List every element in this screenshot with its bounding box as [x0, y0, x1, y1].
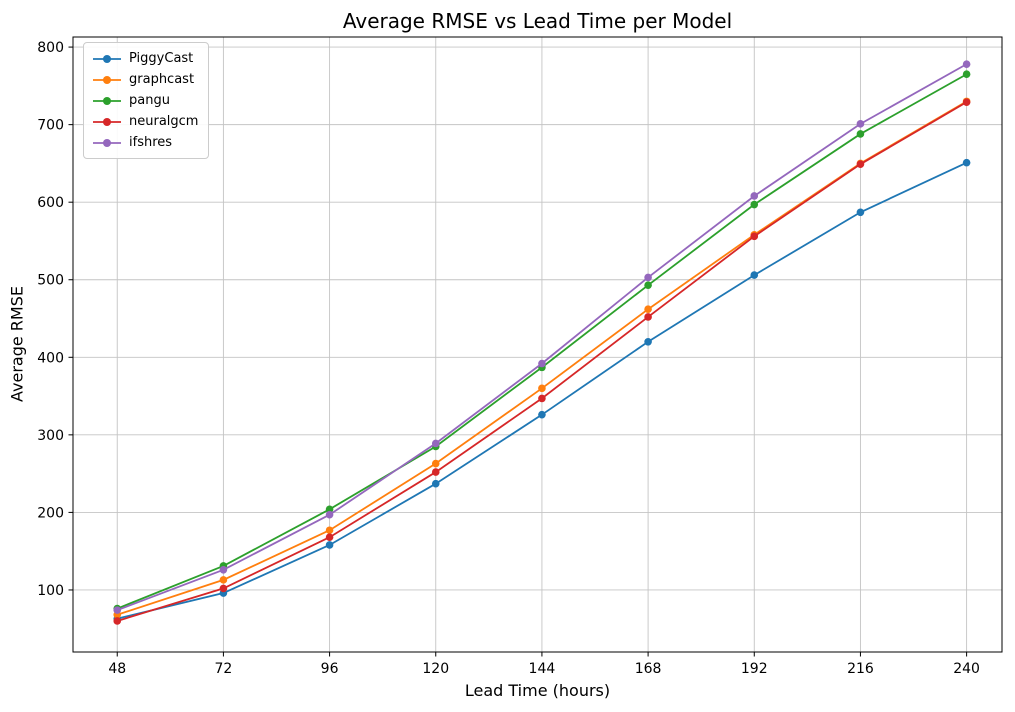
legend-label: ifshres — [129, 135, 173, 150]
data-point-PiggyCast — [538, 410, 546, 419]
data-point-ifshres — [325, 510, 334, 519]
legend-item-ifshres: ifshres — [92, 132, 198, 153]
data-point-PiggyCast — [856, 208, 865, 217]
legend-item-pangu: pangu — [92, 90, 198, 111]
data-point-ifshres — [644, 273, 652, 282]
chart-title: Average RMSE vs Lead Time per Model — [342, 9, 733, 33]
data-point-pangu — [750, 200, 759, 209]
legend-label: PiggyCast — [129, 51, 194, 66]
y-tick-label: 100 — [37, 583, 64, 599]
y-tick-label: 600 — [37, 195, 64, 211]
y-tick-label: 400 — [37, 350, 64, 366]
legend-label: neuralgcm — [129, 114, 199, 129]
legend-item-PiggyCast: PiggyCast — [92, 48, 198, 69]
data-point-ifshres — [856, 120, 865, 128]
data-point-neuralgcm — [431, 468, 440, 476]
data-point-ifshres — [219, 565, 228, 574]
data-point-pangu — [962, 70, 971, 79]
data-point-graphcast — [431, 459, 440, 468]
x-tick-label: 96 — [321, 661, 339, 677]
data-point-neuralgcm — [750, 232, 759, 241]
legend-sample-icon — [93, 117, 121, 126]
data-point-pangu — [325, 505, 334, 514]
y-tick-label: 800 — [37, 40, 64, 56]
data-point-ifshres — [538, 359, 546, 368]
data-point-ifshres — [113, 606, 122, 614]
data-point-neuralgcm — [113, 617, 122, 625]
legend-sample-icon — [93, 54, 121, 63]
legend-sample-icon — [93, 96, 121, 105]
x-tick-label: 192 — [741, 661, 768, 677]
y-tick-label: 500 — [37, 273, 64, 289]
data-point-PiggyCast — [325, 541, 334, 549]
legend-item-graphcast: graphcast — [92, 69, 198, 90]
x-tick-label: 48 — [108, 661, 126, 677]
data-point-PiggyCast — [644, 337, 652, 346]
data-point-neuralgcm — [219, 584, 228, 593]
data-point-PiggyCast — [431, 479, 440, 488]
data-point-graphcast — [538, 384, 546, 393]
data-point-graphcast — [219, 576, 228, 584]
data-point-graphcast — [644, 305, 652, 314]
data-point-ifshres — [431, 439, 440, 448]
data-point-neuralgcm — [538, 394, 546, 403]
legend-item-neuralgcm: neuralgcm — [92, 111, 198, 132]
data-point-pangu — [644, 281, 652, 289]
legend-sample-icon — [93, 75, 121, 84]
data-point-PiggyCast — [750, 271, 759, 279]
data-point-pangu — [856, 130, 865, 138]
y-axis-label: Average RMSE — [7, 286, 27, 402]
data-point-ifshres — [962, 60, 971, 68]
legend: PiggyCast graphcast pangu neuralgcm ifshres — [83, 42, 210, 159]
y-tick-label: 300 — [37, 428, 64, 444]
y-tick-label: 200 — [37, 505, 64, 521]
legend-sample-icon — [93, 138, 121, 147]
data-point-ifshres — [750, 192, 759, 200]
data-point-neuralgcm — [856, 160, 865, 168]
x-tick-label: 72 — [214, 661, 232, 677]
data-point-graphcast — [325, 526, 334, 535]
data-point-PiggyCast — [962, 158, 971, 167]
data-point-neuralgcm — [325, 533, 334, 542]
x-tick-label: 120 — [422, 661, 449, 677]
legend-label: graphcast — [129, 72, 195, 87]
x-tick-label: 144 — [529, 661, 556, 677]
data-point-neuralgcm — [644, 313, 652, 321]
x-axis-label: Lead Time (hours) — [464, 681, 611, 700]
x-tick-label: 216 — [847, 661, 874, 677]
axes-spines — [72, 36, 1003, 653]
data-point-neuralgcm — [962, 98, 971, 106]
x-tick-label: 240 — [953, 661, 980, 677]
y-tick-label: 700 — [37, 118, 64, 134]
legend-label: pangu — [129, 93, 170, 108]
x-tick-label: 168 — [635, 661, 662, 677]
